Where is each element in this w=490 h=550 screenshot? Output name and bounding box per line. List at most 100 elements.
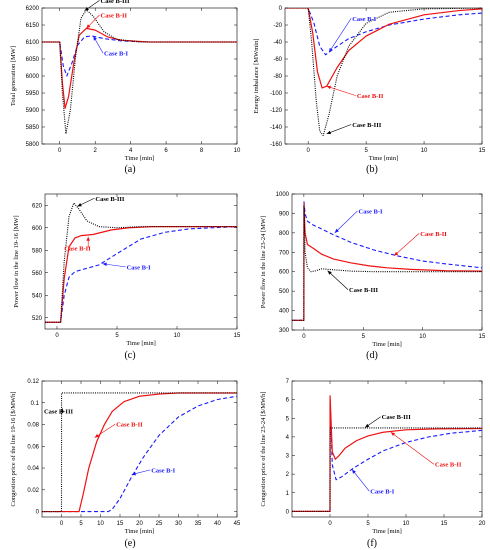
panel-label: (d) (366, 350, 378, 361)
annotation-arrowhead (329, 47, 333, 53)
series-line-case-b-iii (42, 9, 237, 135)
x-tick-label: 20 (479, 521, 486, 527)
y-tick-label: -120 (270, 108, 283, 114)
panel-label: (c) (124, 350, 135, 361)
annotation-arrowhead (394, 251, 399, 256)
chart-panel-f: 0 5 10 15 20 0 1 2 3 4 5 6 7 Time [min] Congestion pri… (260, 379, 486, 549)
annotation-arrowhead (131, 471, 137, 476)
x-tick-label: 0 (55, 333, 59, 339)
x-tick-label: 15 (234, 333, 241, 339)
y-tick-label: 5 (286, 416, 290, 422)
annotation-arrow-line (327, 270, 349, 290)
y-tick-label: 0 (36, 510, 40, 516)
y-tick-label: 0.02 (27, 488, 39, 494)
plot-frame (291, 193, 483, 331)
y-tick-label: 500 (279, 289, 290, 295)
y-tick-label: 900 (279, 211, 290, 217)
y-tick-label: 600 (32, 226, 43, 232)
y-tick-label: 1 (286, 491, 290, 497)
annotation-arrowhead (364, 423, 370, 428)
y-tick-label: 620 (32, 203, 43, 209)
annotation-arrow-line (393, 233, 420, 257)
annotation-label: Case B-II (64, 245, 91, 252)
annotation-label: Case B-II (101, 13, 128, 20)
annotation-arrowhead (93, 36, 97, 41)
y-tick-label: 2 (286, 472, 290, 478)
x-tick-label: 15 (117, 521, 124, 527)
y-tick-label: 0 (286, 509, 290, 515)
chart-panel-c: 0 5 10 15 520 540 560 580 600 620 Time [min] Power … (13, 193, 241, 361)
panel-label: (f) (367, 538, 377, 549)
plot-frame (44, 193, 238, 330)
y-tick-label: 6050 (26, 57, 40, 63)
y-tick-label: 5900 (26, 108, 40, 114)
chart-panel-a: 0 2 4 6 8 10 5800 5850 5900 5950 6000 6050 6100 6150 6… (10, 0, 241, 175)
y-tick-label: 0.08 (27, 423, 39, 429)
annotation-arrowhead (94, 433, 99, 438)
y-tick-label: 580 (32, 248, 43, 254)
y-tick-label: 300 (279, 328, 290, 334)
annotation-label: Case B-III (382, 414, 412, 421)
y-tick-label: 5800 (26, 142, 40, 148)
chart-panel-b: 0 5 10 15 -160 -140 -120 -100 -80 -60 -40 -20 0 Time … (253, 6, 486, 175)
y-tick-label: -20 (273, 23, 282, 29)
annotation-label: Case B-III (101, 0, 131, 5)
x-axis-label: Time [min] (372, 341, 402, 348)
annotation-arrowhead (86, 24, 91, 29)
annotation-arrowhead (326, 85, 332, 90)
plot-frame (41, 380, 238, 518)
x-tick-label: 40 (214, 521, 221, 527)
y-tick-label: 600 (279, 270, 290, 276)
y-tick-label: 7 (286, 379, 290, 385)
y-tick-label: -160 (270, 142, 283, 148)
plot-frame (41, 7, 238, 145)
annotation-arrow-line (326, 85, 356, 96)
y-tick-label: 0 (279, 6, 283, 12)
y-tick-label: 0.12 (27, 379, 39, 385)
annotation-label: Case B-III (352, 122, 382, 129)
annotation-arrowhead (102, 262, 107, 267)
y-axis-label: Total generation [MW] (10, 46, 17, 106)
y-tick-label: 700 (279, 250, 290, 256)
y-tick-label: 1000 (276, 192, 290, 198)
x-tick-label: 4 (129, 148, 133, 154)
y-tick-label: 0.06 (27, 444, 39, 450)
y-tick-label: -60 (273, 57, 282, 63)
annotation-label: Case B-II (116, 422, 143, 429)
y-tick-label: 0.04 (27, 466, 39, 472)
x-tick-label: 20 (136, 521, 143, 527)
y-axis-label: Power flow in the line 19-16 [MW] (13, 215, 20, 307)
x-axis-label: Time [min] (125, 528, 155, 535)
y-tick-label: 540 (32, 293, 43, 299)
x-tick-label: 10 (421, 148, 428, 154)
series-line-case-b-i (42, 395, 237, 513)
x-tick-label: 0 (307, 148, 311, 154)
series-line-case-b-iii (285, 8, 482, 137)
x-tick-label: 5 (79, 521, 83, 527)
annotation-label: Case B-I (104, 51, 128, 58)
y-axis-label: Congestion price of the line 23-24 [$/MW… (260, 391, 267, 506)
annotation-label: Case B-III (349, 287, 379, 294)
x-tick-label: 15 (479, 334, 486, 340)
y-tick-label: -100 (270, 91, 283, 97)
x-tick-label: 0 (58, 148, 62, 154)
annotation-label: Case B-I (352, 16, 376, 23)
chart-panel-d: 0 5 10 15 300 400 500 600 700 800 900 1000 Time [min… (260, 192, 486, 361)
series-line-case-b-iii (292, 427, 482, 512)
x-tick-label: 0 (302, 334, 306, 340)
annotation-label: Case B-III (95, 196, 125, 203)
annotation-arrowhead (326, 130, 332, 135)
annotation-label: Case B-III (44, 409, 74, 416)
y-tick-label: 400 (279, 309, 290, 315)
x-tick-label: 5 (362, 334, 366, 340)
panel-label: (b) (366, 164, 378, 175)
chart-panel-e: 0 5 10 15 20 25 30 35 40 45 0 0.02 0.04 0.06 0.08 0.1 0.… (10, 379, 241, 549)
annotation-arrowhead (327, 270, 332, 275)
x-tick-label: 10 (174, 333, 181, 339)
x-axis-label: Time [min] (369, 155, 399, 162)
annotation-label: Case B-I (370, 489, 394, 496)
y-tick-label: 3 (286, 454, 290, 460)
y-tick-label: 6200 (26, 6, 40, 12)
annotation-label: Case B-II (420, 231, 447, 238)
y-axis-label: Energy imbalance [MWmin] (253, 39, 260, 114)
